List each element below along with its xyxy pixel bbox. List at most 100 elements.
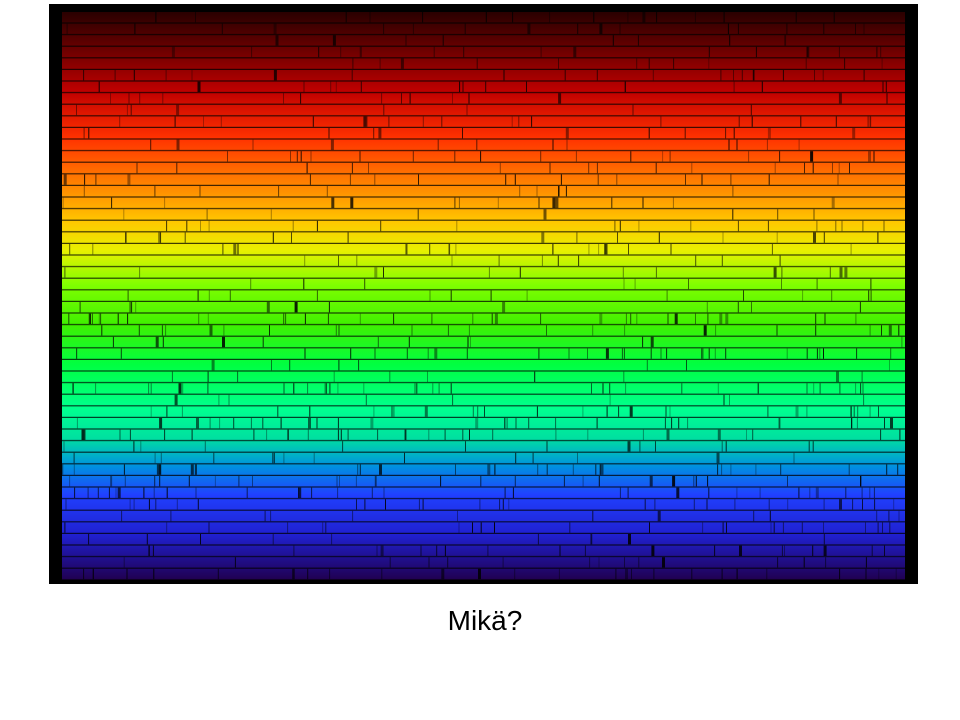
- absorption-line: [304, 255, 306, 266]
- absorption-line: [150, 383, 152, 394]
- absorption-line: [356, 255, 358, 266]
- absorption-line: [266, 302, 270, 313]
- absorption-line: [806, 406, 808, 417]
- absorption-line: [618, 406, 620, 417]
- absorption-line: [377, 336, 379, 348]
- absorption-line: [502, 557, 504, 568]
- absorption-line: [336, 476, 338, 487]
- absorption-line: [732, 186, 734, 197]
- absorption-line: [340, 46, 342, 58]
- absorption-line: [64, 267, 66, 278]
- absorption-line: [824, 313, 826, 324]
- absorption-line: [237, 371, 239, 382]
- absorption-line: [126, 568, 128, 580]
- absorption-line: [848, 464, 850, 475]
- absorption-line: [835, 220, 837, 232]
- absorption-line: [360, 46, 362, 58]
- absorption-line: [112, 336, 114, 348]
- absorption-line: [655, 267, 657, 278]
- absorption-line: [364, 278, 366, 290]
- absorption-line: [861, 371, 863, 382]
- absorption-line: [406, 348, 408, 359]
- absorption-line: [823, 23, 825, 34]
- absorption-line: [436, 545, 438, 556]
- absorption-line: [823, 232, 825, 243]
- absorption-line: [389, 557, 391, 568]
- absorption-line: [83, 568, 85, 580]
- absorption-line: [795, 406, 799, 417]
- absorption-line: [450, 383, 452, 394]
- spectrum-rows: [62, 12, 905, 580]
- absorption-line: [629, 406, 633, 417]
- absorption-line: [428, 557, 430, 568]
- absorption-line: [379, 464, 382, 475]
- absorption-line: [200, 220, 201, 232]
- absorption-line: [540, 313, 542, 324]
- absorption-line: [393, 406, 395, 417]
- absorption-line: [338, 360, 340, 371]
- absorption-line: [127, 290, 129, 301]
- absorption-line: [347, 429, 349, 440]
- absorption-line: [549, 162, 551, 174]
- absorption-line: [111, 476, 113, 487]
- absorption-line: [883, 220, 885, 232]
- absorption-line: [181, 406, 183, 417]
- absorption-line: [812, 162, 814, 174]
- absorption-line: [307, 429, 309, 440]
- absorption-line: [207, 313, 209, 324]
- absorption-line: [129, 302, 133, 313]
- absorption-line: [588, 162, 590, 174]
- absorption-line: [266, 429, 268, 440]
- absorption-line: [146, 534, 148, 545]
- absorption-line: [150, 139, 152, 150]
- absorption-line: [725, 128, 727, 139]
- absorption-line: [624, 81, 626, 92]
- absorption-line: [73, 452, 75, 464]
- absorption-line: [285, 313, 287, 324]
- absorption-line: [360, 81, 362, 92]
- absorption-line: [154, 476, 156, 487]
- absorption-line: [642, 336, 644, 348]
- absorption-line: [798, 139, 800, 150]
- absorption-line: [798, 487, 800, 498]
- absorption-line: [363, 383, 365, 394]
- absorption-line: [468, 93, 470, 104]
- absorption-line: [862, 220, 864, 232]
- absorption-line: [166, 406, 168, 417]
- absorption-line: [252, 476, 253, 487]
- absorption-line: [148, 499, 150, 510]
- absorption-line: [411, 325, 413, 336]
- absorption-line: [477, 406, 479, 417]
- absorption-line: [203, 116, 204, 127]
- absorption-line: [638, 220, 640, 232]
- absorption-line: [596, 162, 598, 174]
- absorption-line: [686, 360, 687, 371]
- absorption-line: [119, 116, 121, 127]
- absorption-line: [79, 302, 81, 313]
- absorption-line: [190, 464, 194, 475]
- absorption-line: [246, 487, 248, 498]
- absorption-line: [863, 23, 865, 34]
- absorption-line: [195, 487, 197, 498]
- absorption-line: [852, 128, 856, 139]
- absorption-line: [337, 418, 339, 429]
- absorption-line: [76, 418, 78, 429]
- absorption-line: [863, 394, 865, 406]
- absorption-line: [865, 557, 867, 568]
- absorption-line: [123, 464, 125, 475]
- absorption-line: [861, 487, 863, 498]
- absorption-line: [311, 487, 313, 498]
- absorption-line: [366, 116, 368, 127]
- absorption-line: [197, 290, 199, 301]
- absorption-line: [732, 209, 734, 220]
- absorption-line: [730, 464, 732, 475]
- absorption-line: [781, 267, 783, 278]
- absorption-line: [206, 209, 208, 220]
- absorption-line: [129, 429, 131, 440]
- absorption-line: [393, 313, 395, 324]
- absorption-line: [850, 244, 852, 255]
- absorption-line: [723, 12, 725, 23]
- absorption-line: [462, 128, 463, 139]
- absorption-line: [708, 58, 710, 69]
- absorption-line: [154, 186, 156, 197]
